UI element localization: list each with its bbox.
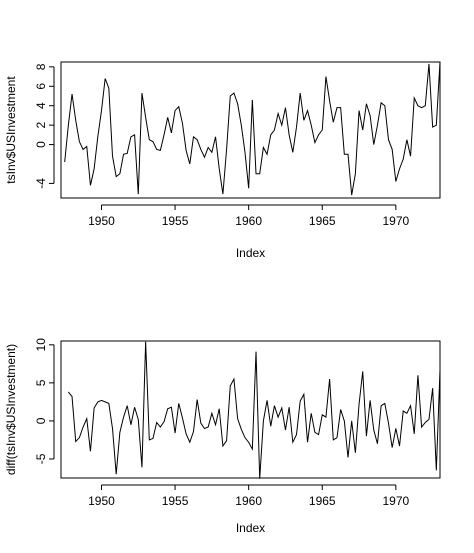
x-axis: 1950 1955 1960 1965 1970: [88, 204, 410, 228]
y-tick-label: 0: [34, 141, 48, 148]
y-tick-label: 8: [34, 63, 48, 70]
y-tick-label: 6: [34, 83, 48, 90]
y-tick-label: 0: [34, 417, 48, 424]
series-line: [67, 341, 441, 479]
y-axis: -5 0 5 10: [34, 338, 55, 464]
x-tick-label: 1970: [382, 214, 409, 228]
plot-frame: [60, 61, 441, 199]
y-axis: -4 0 2 4 6 8: [34, 63, 55, 189]
y-axis-label: diff(tsInv$USInvestment): [4, 344, 18, 475]
series-line: [64, 61, 441, 196]
x-tick-label: 1950: [88, 214, 115, 228]
x-tick-label: 1950: [88, 494, 115, 508]
x-tick-label: 1955: [162, 494, 189, 508]
x-tick-label: 1960: [235, 214, 262, 228]
y-axis-label: tsInv$USInvestment: [4, 76, 18, 184]
x-tick-label: 1965: [309, 494, 336, 508]
y-tick-label: -5: [34, 453, 48, 464]
x-tick-label: 1965: [309, 214, 336, 228]
plot-frame: [60, 340, 441, 479]
y-tick-label: 4: [34, 102, 48, 109]
x-tick-label: 1955: [162, 214, 189, 228]
x-tick-label: 1960: [235, 494, 262, 508]
panel-bottom: 1950 1955 1960 1965 1970 -5 0 5 10 Index diff(t…: [4, 338, 441, 535]
x-axis: 1950 1955 1960 1965 1970: [88, 484, 410, 508]
y-tick-label: 10: [34, 338, 48, 352]
y-tick-label: -4: [34, 178, 48, 189]
x-axis-label: Index: [236, 246, 265, 260]
y-tick-label: 2: [34, 121, 48, 128]
x-axis-label: Index: [236, 521, 265, 535]
y-tick-label: 5: [34, 379, 48, 386]
panel-top: 1950 1955 1960 1965 1970 -4 0 2 4 6 8 Index tsInv…: [4, 61, 441, 260]
x-tick-label: 1970: [382, 494, 409, 508]
